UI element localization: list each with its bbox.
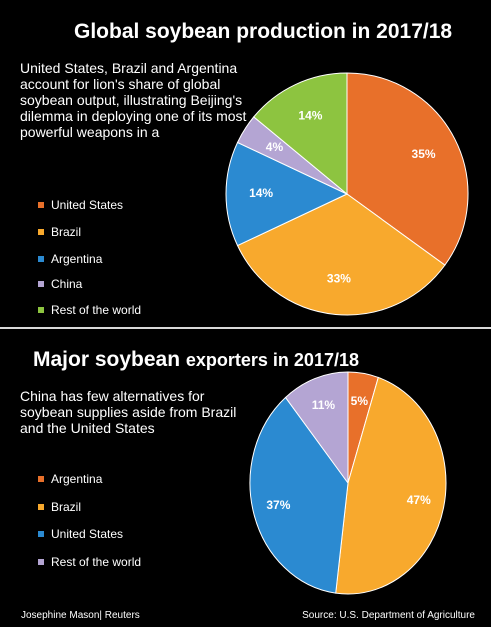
data-label-rest-of-the-world: 11%: [312, 398, 336, 412]
data-label-united-states: 35%: [412, 147, 436, 161]
production-pie-chart: 35% 33% 14% 4% 14%: [225, 72, 469, 316]
legend-label: United States: [51, 527, 124, 541]
legend-label: United States: [51, 198, 124, 212]
data-label-brazil: 33%: [327, 272, 351, 286]
legend-label: Argentina: [51, 252, 103, 266]
legend-item-united-states: United States: [38, 198, 123, 212]
data-label-argentina: 14%: [249, 186, 273, 200]
legend-swatch: [38, 559, 44, 565]
legend-item-argentina: Argentina: [38, 252, 102, 266]
legend-swatch: [38, 307, 44, 313]
exporters-pie-chart: 5% 47% 37% 11%: [249, 371, 447, 595]
legend-item-argentina: Argentina: [38, 472, 102, 486]
legend-swatch: [38, 229, 44, 235]
data-label-rest-of-the-world: 14%: [298, 108, 322, 122]
legend-label: Argentina: [51, 472, 103, 486]
legend-swatch: [38, 476, 44, 482]
legend-item-brazil: Brazil: [38, 500, 81, 514]
pie-slice-brazil: [236, 193, 446, 316]
pie-slice-united-states: [346, 72, 469, 266]
legend-item-china: China: [38, 277, 82, 291]
pie-slice-rest-of-the-world: [284, 371, 349, 485]
exporters-panel: Major soybean exporters in 2017/18 China…: [0, 329, 491, 627]
chart-title: Major soybean exporters in 2017/18: [33, 348, 359, 372]
legend-swatch: [38, 281, 44, 287]
source-text: Source: U.S. Department of Agriculture: [302, 610, 475, 621]
panel-divider: [0, 327, 491, 329]
chart-title: Global soybean production in 2017/18: [74, 20, 453, 43]
legend-item-rest-of-the-world: Rest of the world: [38, 555, 141, 569]
data-label-china: 4%: [266, 140, 284, 154]
legend-label: China: [51, 277, 83, 291]
pie-slice-brazil: [335, 376, 447, 595]
pie-slice-united-states: [249, 396, 349, 594]
legend-swatch: [38, 504, 44, 510]
pie-slice-argentina: [225, 141, 349, 247]
credit-text: Josephine Mason| Reuters: [21, 610, 140, 621]
chart-description: China has few alternatives for soybean s…: [20, 388, 237, 436]
legend-item-united-states: United States: [38, 527, 123, 541]
production-panel: Global soybean production in 2017/18 Uni…: [20, 20, 469, 317]
data-label-united-states: 37%: [266, 498, 290, 512]
chart-title-main: Major soybean: [33, 348, 181, 371]
legend-swatch: [38, 202, 44, 208]
chart-description: United States, Brazil and Argentina acco…: [20, 60, 247, 140]
legend-item-rest-of-the-world: Rest of the world: [38, 303, 141, 317]
legend-label: Brazil: [51, 500, 82, 514]
legend-label: Rest of the world: [51, 303, 142, 317]
legend-swatch: [38, 256, 44, 262]
legend-label: Brazil: [51, 225, 82, 239]
legend-swatch: [38, 531, 44, 537]
chart-title-rest: exporters in 2017/18: [185, 350, 359, 370]
data-label-brazil: 47%: [407, 493, 431, 507]
legend-item-brazil: Brazil: [38, 225, 81, 239]
data-label-argentina: 5%: [351, 394, 369, 408]
legend-label: Rest of the world: [51, 555, 142, 569]
pie-slice-rest-of-the-world: [253, 72, 348, 196]
